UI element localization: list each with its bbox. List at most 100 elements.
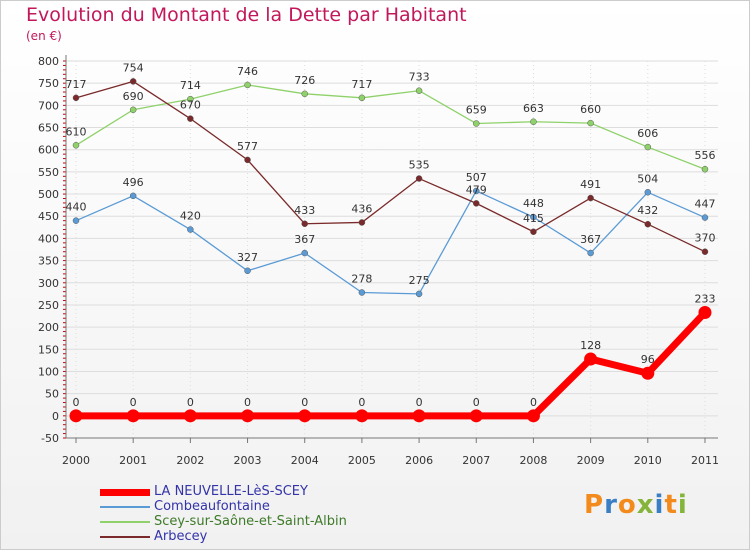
data-point-1 [72, 217, 80, 224]
data-label-0: 0 [358, 396, 365, 409]
data-point-2 [301, 90, 308, 98]
data-point-2 [473, 120, 480, 127]
data-point-2 [72, 142, 80, 149]
data-point-1 [187, 226, 194, 233]
data-point-0 [183, 409, 197, 423]
data-point-1 [129, 192, 137, 200]
legend: LA NEUVELLE-LèS-SCEY Combeaufontaine Scey-… [100, 484, 400, 544]
data-point-3 [129, 78, 137, 85]
data-point-2 [187, 95, 194, 103]
y-tick-label: 50 [45, 388, 59, 401]
legend-label: Arbecey [154, 529, 208, 544]
data-label-1: 420 [180, 210, 201, 223]
logo-letter: x [636, 490, 655, 520]
chart-title: Evolution du Montant de la Dette par Hab… [26, 4, 467, 26]
data-point-2 [530, 118, 537, 126]
x-tick-label: 2010 [634, 454, 662, 467]
y-tick-label: 400 [38, 232, 59, 245]
y-tick-label: 800 [38, 55, 59, 68]
data-point-0 [412, 409, 426, 423]
logo-letter: o [617, 490, 637, 520]
legend-swatch [100, 536, 150, 538]
logo-letter: i [654, 490, 665, 520]
data-label-2: 660 [580, 103, 601, 116]
data-label-0: 0 [73, 396, 80, 409]
data-label-2: 659 [466, 104, 487, 117]
data-point-0 [469, 409, 483, 423]
data-point-1 [415, 290, 423, 298]
x-tick-label: 2007 [462, 454, 490, 467]
data-point-2 [358, 94, 366, 102]
y-tick-label: 550 [38, 166, 59, 179]
data-label-3: 577 [237, 140, 258, 153]
data-point-1 [701, 214, 709, 221]
data-point-3 [701, 248, 709, 255]
data-point-0 [584, 352, 598, 366]
x-tick-label: 2001 [119, 454, 147, 467]
data-point-3 [244, 156, 251, 164]
data-label-0: 0 [130, 396, 137, 409]
data-label-2: 726 [294, 74, 315, 87]
data-label-2: 714 [180, 79, 201, 92]
data-label-0: 128 [580, 339, 601, 352]
data-label-3: 432 [637, 204, 658, 217]
y-tick-label: 150 [38, 343, 59, 356]
data-point-3 [587, 194, 594, 202]
data-label-0: 0 [473, 396, 480, 409]
data-point-0 [241, 409, 255, 423]
data-point-0 [641, 366, 655, 380]
data-point-3 [301, 220, 308, 228]
y-tick-label: 0 [52, 410, 59, 423]
data-point-0 [698, 305, 712, 319]
data-point-3 [530, 228, 537, 236]
data-label-3: 670 [180, 99, 201, 112]
data-point-1 [244, 267, 251, 275]
data-point-3 [473, 200, 480, 207]
data-label-3: 717 [66, 78, 87, 91]
logo-letter: i [677, 490, 688, 520]
x-tick-label: 2011 [691, 454, 719, 467]
data-point-2 [587, 119, 594, 127]
data-point-2 [129, 106, 137, 114]
legend-swatch [100, 506, 150, 508]
legend-item: LA NEUVELLE-LèS-SCEY [100, 484, 400, 499]
data-label-3: 433 [294, 204, 315, 217]
y-tick-label: 300 [38, 277, 59, 290]
x-tick-label: 2006 [405, 454, 433, 467]
chart-subtitle: (en €) [26, 29, 62, 43]
data-label-2: 610 [66, 125, 87, 138]
x-tick-label: 2003 [234, 454, 262, 467]
data-label-3: 415 [523, 212, 544, 225]
data-label-2: 556 [694, 149, 715, 162]
data-label-0: 233 [694, 292, 715, 305]
data-label-1: 507 [466, 171, 487, 184]
legend-label: Combeaufontaine [154, 499, 270, 514]
y-tick-label: 700 [38, 99, 59, 112]
data-point-1 [358, 289, 366, 296]
data-label-0: 0 [530, 396, 537, 409]
data-label-2: 733 [409, 71, 430, 84]
x-tick-label: 2005 [348, 454, 376, 467]
data-point-1 [473, 187, 480, 195]
data-label-1: 367 [580, 233, 601, 246]
y-tick-label: 450 [38, 210, 59, 223]
data-point-0 [355, 409, 369, 423]
data-point-2 [701, 165, 709, 173]
logo-letter: r [604, 490, 618, 520]
logo-letter: P [584, 490, 605, 520]
series-line-0 [76, 310, 708, 420]
data-label-1: 440 [66, 201, 87, 214]
legend-item: Arbecey [100, 529, 400, 544]
data-label-3: 370 [694, 232, 715, 245]
data-point-2 [244, 81, 251, 89]
series-line-3 [75, 80, 706, 253]
data-point-3 [644, 220, 652, 228]
data-point-0 [526, 409, 540, 423]
x-tick-label: 2004 [291, 454, 319, 467]
data-point-1 [530, 213, 537, 221]
data-label-1: 448 [523, 197, 544, 210]
data-label-3: 535 [409, 159, 430, 172]
series-line-1 [75, 190, 706, 295]
